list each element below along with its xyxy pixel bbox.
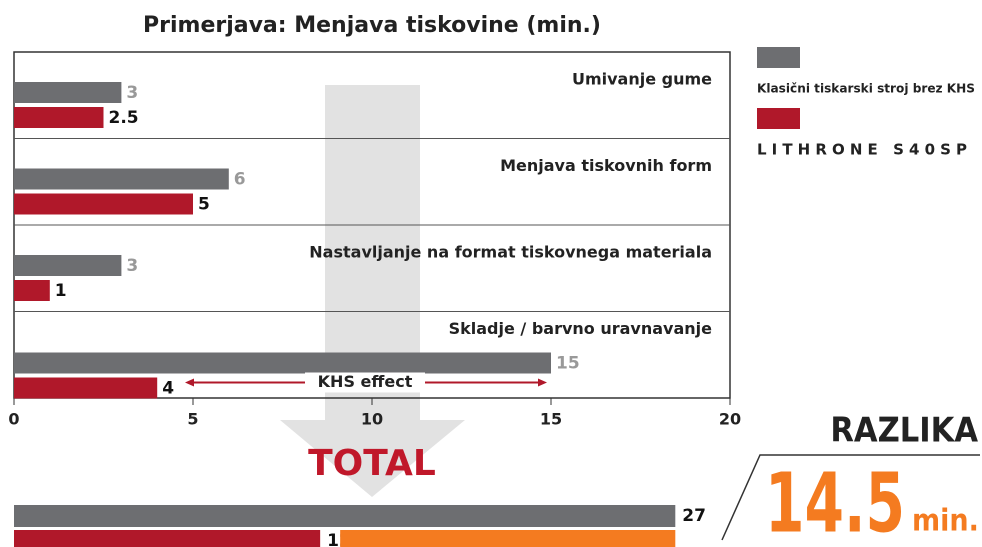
- x-tick-label: 10: [361, 410, 383, 429]
- legend-swatch: [757, 47, 800, 68]
- value-label: 2.5: [109, 108, 139, 128]
- total-bar: [14, 505, 676, 527]
- difference-unit: min.: [912, 504, 979, 539]
- value-label: 5: [198, 195, 210, 215]
- value-label: 15: [556, 354, 580, 374]
- bar: [14, 377, 158, 399]
- legend-label: LITHRONE S40SP: [757, 141, 972, 159]
- category-label: Nastavljanje na format tiskovnega materi…: [309, 243, 712, 262]
- category-label: Skladje / barvno uravnavanje: [449, 319, 713, 338]
- bar: [14, 193, 193, 215]
- background-arrow: [280, 85, 465, 497]
- difference-label: RAZLIKA: [830, 411, 978, 451]
- arrow-head: [538, 378, 547, 387]
- arrow-head: [185, 378, 194, 387]
- x-tick-label: 5: [187, 410, 198, 429]
- difference-bracket: [721, 454, 980, 541]
- bar: [14, 168, 229, 190]
- chart-title: Primerjava: Menjava tiskovine (min.): [143, 13, 601, 38]
- value-label: 3: [126, 83, 138, 103]
- bar: [14, 352, 551, 374]
- annotation: KHS effect: [318, 372, 413, 391]
- bar: [14, 107, 104, 128]
- bar: [14, 255, 122, 276]
- value-label: 6: [234, 170, 246, 190]
- value-label: 4: [162, 379, 174, 399]
- category-label: Umivanje gume: [572, 70, 712, 89]
- legend-label: Klasični tiskarski stroj brez KHS: [757, 81, 975, 96]
- annotation-bg: [305, 372, 425, 393]
- value-label: 3: [126, 256, 138, 276]
- x-tick-label: 20: [719, 410, 741, 429]
- legend-swatch: [757, 108, 800, 129]
- total-label: TOTAL: [308, 443, 436, 484]
- total-bar: [14, 530, 321, 547]
- bar: [14, 82, 122, 103]
- category-label: Menjava tiskovnih form: [500, 156, 712, 175]
- difference-bar: [340, 530, 676, 547]
- x-tick-label: 15: [540, 410, 562, 429]
- difference-value: 14.5: [765, 456, 905, 547]
- value-label: 1: [55, 281, 67, 301]
- x-tick-label: 0: [8, 410, 19, 429]
- bar: [14, 280, 50, 301]
- total-value-label: 27: [682, 506, 706, 526]
